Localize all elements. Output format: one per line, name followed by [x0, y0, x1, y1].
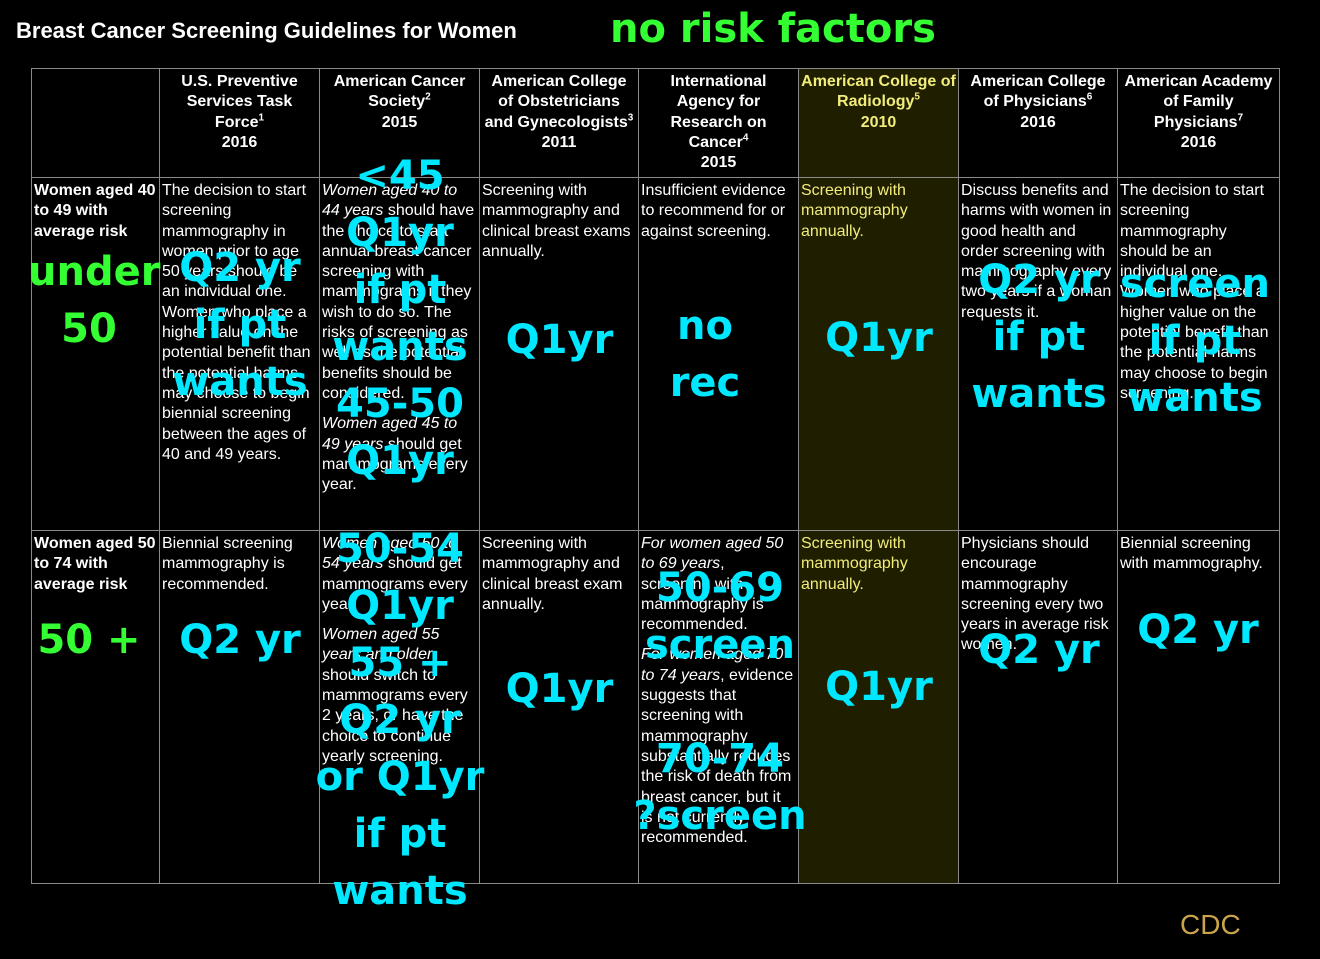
cell-aafp-50: Biennial screening with mammography.: [1117, 530, 1280, 884]
overlay-acog-40: Q1yr: [505, 317, 614, 363]
column-ref: 1: [258, 112, 265, 124]
overlay-aafp-50: Q2 yr: [1137, 607, 1259, 653]
column-year: 2010: [860, 113, 897, 131]
header-acog: American College of Obstetricians and Gy…: [479, 68, 639, 178]
header-acr: American College of Radiology5 2010: [798, 68, 959, 178]
rich-text-segment: should get mammograms every year.: [322, 435, 468, 494]
column-year: 2015: [381, 113, 418, 131]
overlay-acp-50: Q2 yr: [978, 627, 1100, 673]
cell-acp-40: Discuss benefits and harms with women in…: [958, 177, 1118, 531]
rich-text-segment: Women aged 40 to 44 years: [322, 182, 458, 220]
column-year: 2016: [1180, 133, 1217, 151]
overlay-acs-50: 50-54 Q1yr 55 + Q2 yr or Q1yr if pt wants: [315, 526, 485, 914]
header-row: U.S. Preventive Services Task Force1 2016…: [31, 68, 1280, 178]
cell-uspstf-40: The decision to start screening mammogra…: [159, 177, 320, 531]
overlay-acr-40: Q1yr: [825, 315, 933, 361]
annotation-subtitle: no risk factors: [610, 6, 936, 52]
overlay-iarc-40: no rec: [669, 303, 741, 406]
column-ref: 6: [1086, 91, 1093, 103]
row-age-40-49: Women aged 40 to 49 with average risk Th…: [31, 177, 1280, 531]
overlay-aafp-40: screen if pt wants: [1120, 261, 1270, 421]
rich-text-segment: should have the choice to start annual b…: [322, 202, 475, 402]
rich-text-segment: , screening with mammography is recommen…: [641, 555, 764, 634]
overlay-acs-40: <45 Q1yr if pt wants 45-50 Q1yr: [332, 153, 468, 484]
column-name: U.S. Preventive Services Task Force: [181, 73, 298, 131]
column-name: American College of Radiology: [801, 73, 956, 111]
cell-acog-50: Screening with mammography and clinical …: [479, 530, 639, 884]
rich-text-segment: Women aged 50 to 54 years: [322, 535, 458, 573]
column-name: American Cancer Society: [333, 73, 466, 111]
cell-aafp-40: The decision to start screening mammogra…: [1117, 177, 1280, 531]
rich-text-segment: should switch to mammograms every 2 year…: [322, 666, 468, 765]
rich-text-segment: Women aged 45 to 49 years: [322, 415, 458, 453]
cell-acs-40: Women aged 40 to 44 years should have th…: [319, 177, 480, 531]
cell-iarc-40: Insufficient evidence to recommend for o…: [638, 177, 799, 531]
rich-text-segment: , evidence suggests that screening with …: [641, 666, 794, 847]
rich-text-segment: should get mammograms every year.: [322, 555, 468, 613]
header-uspstf: U.S. Preventive Services Task Force1 2016: [159, 68, 320, 178]
column-ref: 7: [1237, 112, 1244, 124]
overlay-acp-40: Q2 yr if pt wants: [971, 257, 1107, 417]
overlay-acr-50: Q1yr: [825, 664, 933, 710]
overlay-row1-label: under 50: [28, 249, 161, 352]
column-year: 2016: [221, 133, 258, 151]
cell-iarc-50: For women aged 50 to 69 years, screening…: [638, 530, 799, 884]
overlay-iarc-50: 50-69 screen 70-74 ?screen: [633, 565, 807, 839]
column-ref: 5: [914, 91, 920, 103]
source-credit: CDC: [1180, 909, 1241, 940]
rich-text-segment: For women aged 50 to 69 years: [641, 535, 784, 573]
page-title: Breast Cancer Screening Guidelines for W…: [16, 18, 517, 43]
column-ref: 2: [425, 91, 431, 103]
column-year: 2011: [541, 133, 577, 151]
cell-acs-50: Women aged 50 to 54 years should get mam…: [319, 530, 480, 884]
row-label-40-49: Women aged 40 to 49 with average risk: [31, 177, 160, 531]
cell-acp-50: Physicians should encourage mammography …: [958, 530, 1118, 884]
cell-acr-40: Screening with mammography annually.: [798, 177, 959, 531]
column-ref: 3: [627, 112, 634, 124]
cell-acog-40: Screening with mammography and clinical …: [479, 177, 639, 531]
cell-uspstf-50: Biennial screening mammography is recomm…: [159, 530, 320, 884]
header-acp: American College of Physicians6 2016: [958, 68, 1118, 178]
column-name: International Agency for Research on Can…: [670, 73, 767, 151]
header-iarc: International Agency for Research on Can…: [638, 68, 799, 178]
column-name: American College of Physicians: [970, 73, 1106, 111]
overlay-acog-50: Q1yr: [505, 666, 614, 712]
column-year: 2016: [1020, 113, 1056, 131]
row-label-50-74: Women aged 50 to 74 with average risk: [31, 530, 160, 884]
rich-text-segment: For women aged 70 to 74 years: [641, 646, 784, 684]
overlay-row2-label: 50 +: [37, 617, 141, 663]
column-name: American College of Obstetricians and Gy…: [484, 73, 628, 131]
header-corner-cell: [31, 68, 160, 178]
row-age-50-74: Women aged 50 to 74 with average risk Bi…: [31, 530, 1280, 884]
column-name: American Academy of Family Physicians: [1124, 73, 1273, 131]
cell-acr-50: Screening with mammography annually.: [798, 530, 959, 884]
column-ref: 4: [742, 132, 749, 144]
column-year: 2015: [700, 154, 737, 172]
guidelines-table: U.S. Preventive Services Task Force1 2016…: [31, 68, 1280, 884]
header-acs: American Cancer Society2 2015: [319, 68, 480, 178]
header-aafp: American Academy of Family Physicians7 20…: [1117, 68, 1280, 178]
overlay-uspstf-40: Q2 yr if pt wants: [172, 245, 308, 405]
rich-text-segment: Women aged 55 years and older: [322, 626, 440, 664]
overlay-uspstf-50: Q2 yr: [179, 617, 301, 663]
